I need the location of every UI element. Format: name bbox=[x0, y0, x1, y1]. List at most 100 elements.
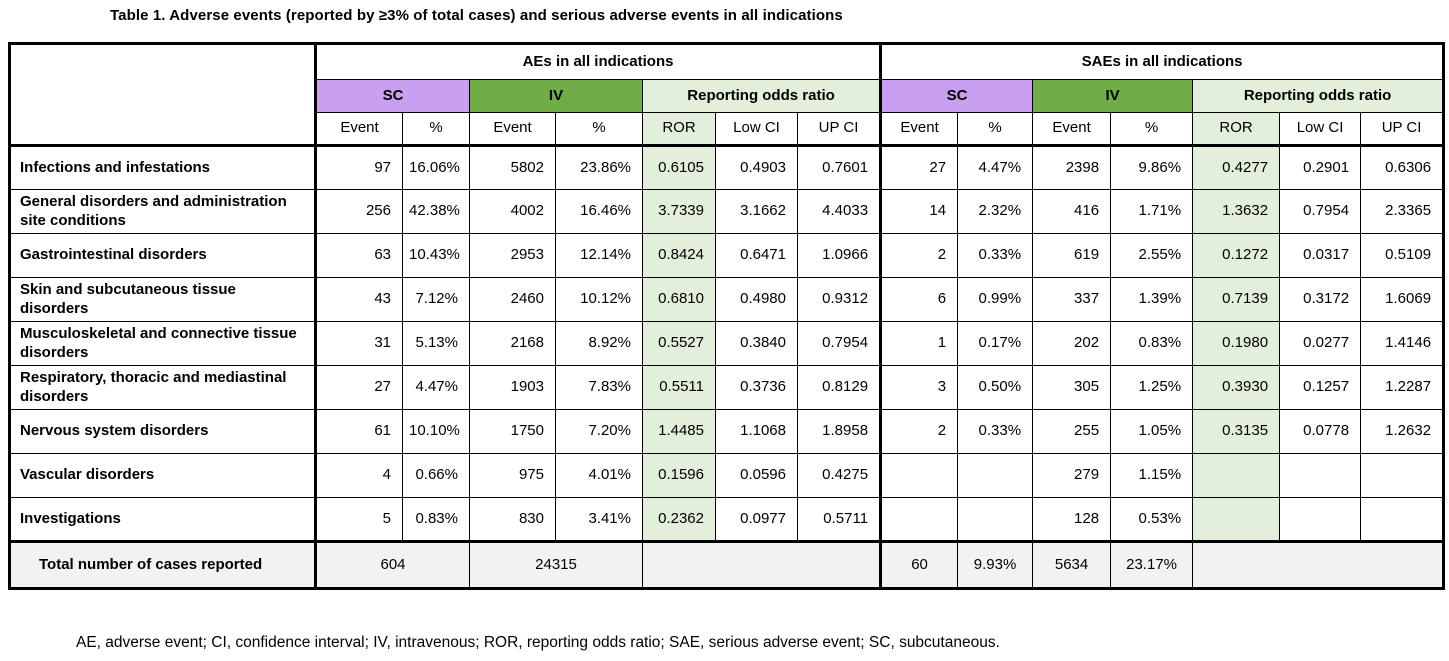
data-cell: 10.10% bbox=[402, 409, 470, 454]
row-label: Gastrointestinal disorders bbox=[9, 233, 316, 278]
data-cell: 2 bbox=[879, 233, 959, 278]
row-label: Infections and infestations bbox=[9, 144, 316, 190]
data-cell: 0.6105 bbox=[642, 144, 716, 190]
data-cell: 2460 bbox=[469, 277, 556, 322]
abbreviations-footnote: AE, adverse event; CI, confidence interv… bbox=[76, 634, 1000, 651]
row-label: Musculoskeletal and connective tissue di… bbox=[9, 321, 316, 366]
ae-upci-header: UP CI bbox=[796, 112, 882, 146]
data-cell: 1.4146 bbox=[1360, 321, 1445, 366]
ae-iv-event-header: Event bbox=[469, 112, 556, 146]
data-cell: 1750 bbox=[469, 409, 556, 454]
data-cell: 8.92% bbox=[555, 321, 643, 366]
table-row: Investigations 5 0.83% 830 3.41% 0.2362 0.0977… bbox=[9, 497, 1445, 542]
sae-ror-header: ROR bbox=[1192, 112, 1281, 146]
data-cell: 42.38% bbox=[402, 189, 470, 234]
sae-iv-event-total: 5634 bbox=[1032, 540, 1112, 589]
table-body: Infections and infestations 97 16.06% 5802 2… bbox=[9, 144, 1445, 542]
data-cell bbox=[957, 497, 1034, 542]
data-cell: 2.32% bbox=[957, 189, 1034, 234]
data-cell: 975 bbox=[469, 453, 556, 498]
ae-sc-pct-header: % bbox=[402, 112, 470, 146]
data-cell: 256 bbox=[314, 189, 403, 234]
data-cell: 0.0317 bbox=[1279, 233, 1362, 278]
data-cell: 0.53% bbox=[1110, 497, 1194, 542]
data-cell: 4.47% bbox=[957, 144, 1034, 190]
data-cell: 279 bbox=[1032, 453, 1112, 498]
header-row-routes: SC IV Reporting odds ratio SC IV Reporti… bbox=[10, 79, 1445, 113]
data-cell: 1.3632 bbox=[1192, 189, 1281, 234]
table-row: Respiratory, thoracic and mediastinal di… bbox=[9, 365, 1445, 410]
data-cell bbox=[1192, 453, 1281, 498]
data-cell: 4002 bbox=[469, 189, 556, 234]
data-cell: 4.01% bbox=[555, 453, 643, 498]
data-cell: 0.50% bbox=[957, 365, 1034, 410]
sae-sc-pct-total: 9.93% bbox=[957, 540, 1034, 589]
data-cell: 27 bbox=[879, 144, 959, 190]
data-cell: 1.2632 bbox=[1360, 409, 1445, 454]
total-row-label: Total number of cases reported bbox=[9, 540, 316, 589]
header-row-columns: Event % Event % ROR Low CI UP CI Event %… bbox=[10, 112, 1445, 146]
data-cell: 1.1068 bbox=[715, 409, 798, 454]
data-cell: 0.0277 bbox=[1279, 321, 1362, 366]
ae-ror-header: ROR bbox=[642, 112, 716, 146]
sae-iv-pct-total: 23.17% bbox=[1110, 540, 1194, 589]
ae-sc-event-header: Event bbox=[314, 112, 403, 146]
data-cell: 0.1980 bbox=[1192, 321, 1281, 366]
data-cell: 337 bbox=[1032, 277, 1112, 322]
data-cell: 23.86% bbox=[555, 144, 643, 190]
data-cell: 27 bbox=[314, 365, 403, 410]
data-cell: 10.43% bbox=[402, 233, 470, 278]
data-cell: 5 bbox=[314, 497, 403, 542]
data-cell: 0.9312 bbox=[796, 277, 882, 322]
table-row: General disorders and administration sit… bbox=[9, 189, 1445, 234]
sae-ror-group-header: Reporting odds ratio bbox=[1192, 79, 1445, 113]
ae-lowci-header: Low CI bbox=[715, 112, 798, 146]
data-cell: 0.3172 bbox=[1279, 277, 1362, 322]
data-cell: 0.4277 bbox=[1192, 144, 1281, 190]
total-row: Total number of cases reported 604 24315… bbox=[9, 540, 1445, 589]
data-cell: 2953 bbox=[469, 233, 556, 278]
data-cell bbox=[957, 453, 1034, 498]
data-cell bbox=[879, 453, 959, 498]
data-cell: 202 bbox=[1032, 321, 1112, 366]
data-cell: 619 bbox=[1032, 233, 1112, 278]
data-cell: 1.39% bbox=[1110, 277, 1194, 322]
data-cell: 0.4980 bbox=[715, 277, 798, 322]
data-cell: 0.8424 bbox=[642, 233, 716, 278]
row-label: General disorders and administration sit… bbox=[9, 189, 316, 234]
table-footer: Total number of cases reported 604 24315… bbox=[9, 540, 1445, 589]
row-label: Skin and subcutaneous tissue disorders bbox=[9, 277, 316, 322]
ae-ror-group-header: Reporting odds ratio bbox=[641, 79, 882, 113]
data-cell: 1.2287 bbox=[1360, 365, 1445, 410]
sae-iv-event-header: Event bbox=[1032, 112, 1112, 146]
data-cell: 0.3930 bbox=[1192, 365, 1281, 410]
data-cell: 0.5109 bbox=[1360, 233, 1445, 278]
table-header: AEs in all indications SAEs in all indic… bbox=[9, 43, 1445, 146]
data-cell: 0.0596 bbox=[715, 453, 798, 498]
data-cell: 10.12% bbox=[555, 277, 643, 322]
data-cell: 0.7139 bbox=[1192, 277, 1281, 322]
data-cell: 14 bbox=[879, 189, 959, 234]
data-cell: 7.83% bbox=[555, 365, 643, 410]
sae-group-header: SAEs in all indications bbox=[879, 43, 1445, 80]
table-row: Skin and subcutaneous tissue disorders 43… bbox=[9, 277, 1445, 322]
data-cell: 97 bbox=[314, 144, 403, 190]
data-cell: 3.41% bbox=[555, 497, 643, 542]
sae-sc-header: SC bbox=[879, 79, 1034, 113]
data-cell: 7.20% bbox=[555, 409, 643, 454]
data-cell: 0.2901 bbox=[1279, 144, 1362, 190]
data-cell: 0.83% bbox=[1110, 321, 1194, 366]
data-cell: 0.66% bbox=[402, 453, 470, 498]
data-cell: 5802 bbox=[469, 144, 556, 190]
sae-upci-header: UP CI bbox=[1360, 112, 1445, 146]
ae-iv-total: 24315 bbox=[469, 540, 643, 589]
data-cell: 4.4033 bbox=[796, 189, 882, 234]
data-cell: 0.5511 bbox=[642, 365, 716, 410]
data-cell: 16.46% bbox=[555, 189, 643, 234]
row-label: Respiratory, thoracic and mediastinal di… bbox=[9, 365, 316, 410]
data-cell: 0.5711 bbox=[796, 497, 882, 542]
data-cell bbox=[1360, 453, 1445, 498]
data-cell: 1903 bbox=[469, 365, 556, 410]
ae-ror-total-blank bbox=[641, 540, 882, 589]
table-row: Vascular disorders 4 0.66% 975 4.01% 0.1596 0.… bbox=[9, 453, 1445, 498]
